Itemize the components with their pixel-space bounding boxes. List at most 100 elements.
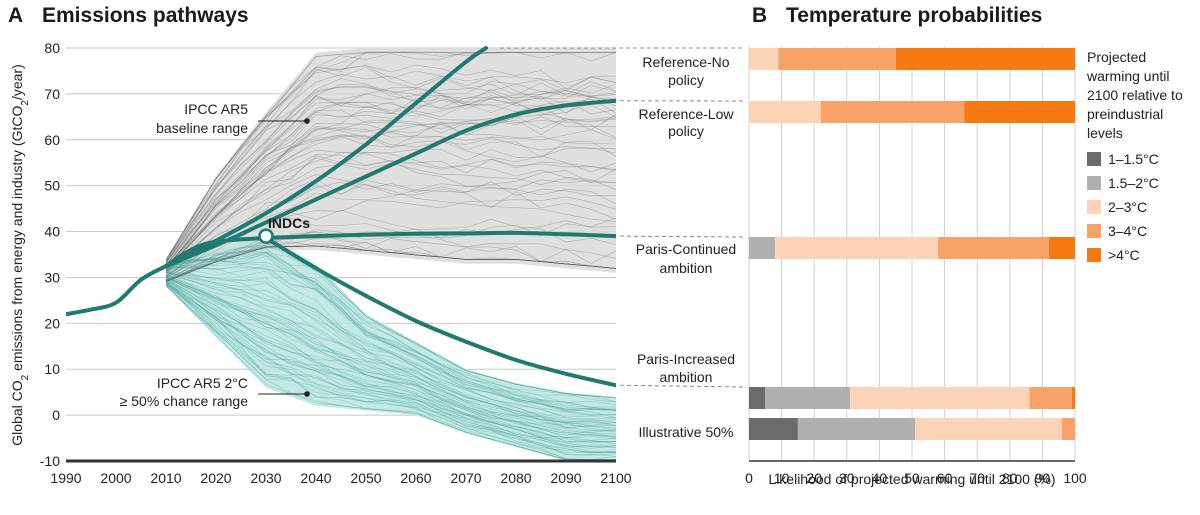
ensemble-line	[165, 65, 616, 261]
ensemble-line	[165, 277, 616, 430]
ylabel-subscript: 2	[20, 100, 31, 106]
ensemble-line	[165, 284, 616, 460]
panel-a-title: Emissions pathways	[42, 4, 249, 27]
ensemble-line	[165, 282, 616, 453]
ensemble-line	[165, 96, 616, 266]
two-degree-range-label-1: IPCC AR5 2°C	[157, 375, 248, 391]
panel-b-category-labels: Reference-NopolicyReference-LowpolicyPar…	[636, 54, 736, 440]
y-tick-label-10: 10	[44, 361, 60, 377]
ensemble-line	[165, 52, 616, 261]
ensemble-line	[165, 270, 616, 429]
y-tick-label--10: -10	[40, 453, 60, 469]
ensemble-line	[165, 278, 616, 457]
legend-label-4: 3–4°C	[1108, 223, 1147, 239]
bar-segment-5-1–1.5°C	[749, 418, 798, 440]
y-tick-label-20: 20	[44, 315, 60, 331]
y-tick-label-0: 0	[52, 407, 60, 423]
legend-title-line-4: preindustrial	[1087, 106, 1163, 122]
legend-label-2: 1.5–2°C	[1108, 175, 1159, 191]
y-tick-label-40: 40	[44, 224, 60, 240]
category-label-3-line-1: Paris-Continued	[636, 241, 736, 257]
panel-b-x-tick-60: 60	[937, 470, 953, 486]
bar-segment-2-3–4°C	[820, 101, 965, 123]
ensemble-line	[165, 67, 616, 261]
y-tick-label-30: 30	[44, 269, 60, 285]
ensemble-line	[165, 281, 616, 461]
two-degree-range-label-2: ≥ 50% chance range	[120, 393, 249, 409]
ensemble-line	[165, 100, 616, 268]
ensemble-line	[165, 83, 616, 263]
connector-3	[619, 235, 746, 238]
category-label-2-line-1: Reference-Low	[639, 106, 735, 122]
indc-label: INDCs	[268, 215, 310, 231]
panel-b-x-tick-80: 80	[1002, 470, 1018, 486]
bar-segment-3-2–3°C	[775, 237, 939, 259]
ensemble-line	[165, 51, 616, 261]
ensemble-line	[165, 178, 616, 275]
ensemble-line	[165, 231, 616, 281]
ensemble-line	[165, 104, 616, 269]
ensemble-line	[165, 260, 616, 411]
ensemble-line	[165, 155, 616, 272]
ensemble-line	[165, 245, 616, 282]
ensemble-line	[165, 240, 616, 281]
ensemble-line	[165, 283, 616, 441]
ylabel-part: /year)	[9, 64, 25, 100]
panel-b-title: Temperature probabilities	[786, 4, 1042, 27]
bar-segment-2-2–3°C	[749, 101, 821, 123]
ensemble-line	[165, 280, 616, 454]
baseline-range-label-2: baseline range	[156, 120, 248, 136]
ensemble-line	[165, 275, 616, 428]
y-tick-label-50: 50	[44, 178, 60, 194]
ensemble-line	[165, 140, 616, 273]
bar-segment-5-3–4°C	[1061, 418, 1075, 440]
bar-segment-1->4°C	[895, 48, 1075, 70]
ensemble-line	[165, 96, 616, 264]
category-label-4-line-2: ambition	[660, 369, 713, 385]
ensemble-line	[165, 281, 616, 442]
bar-segment-5-2–3°C	[915, 418, 1062, 440]
ensemble-line	[165, 131, 616, 269]
ensemble-line	[165, 89, 616, 268]
legend-label-1: 1–1.5°C	[1108, 151, 1159, 167]
ensemble-line	[165, 51, 616, 261]
ensemble-line	[165, 276, 616, 423]
ensemble-line	[165, 284, 616, 454]
ensemble-line	[165, 246, 616, 399]
ensemble-line	[165, 149, 616, 270]
category-label-1-line-2: policy	[668, 72, 704, 88]
panel-b-legend: Projected warming until 2100 relative to pr…	[1086, 49, 1183, 263]
ensemble-line	[165, 275, 616, 422]
ensemble-line	[165, 241, 616, 282]
ensemble-line	[165, 267, 616, 426]
category-label-3-line-2: ambition	[660, 260, 713, 276]
baseline-range-leader-dot	[304, 118, 310, 124]
indc-marker	[258, 228, 274, 244]
ensemble-line	[165, 135, 616, 270]
ensemble-line	[165, 220, 616, 282]
legend-title-line-3: 2100 relative to	[1087, 87, 1183, 103]
panel-a-annotations: IPCC AR5 baseline range IPCC AR5 2°C ≥ 5…	[120, 101, 311, 409]
ensemble-line	[165, 282, 616, 460]
legend-swatch-3	[1087, 200, 1101, 214]
ensemble-line	[165, 135, 616, 271]
legend-title-line-5: levels	[1087, 125, 1123, 141]
panel-a-y-axis-label: Global CO2 emissions from energy and ind…	[9, 64, 31, 446]
bar-segment-4-1.5–2°C	[765, 387, 851, 409]
ensemble-line	[165, 245, 616, 282]
x-tick-label-2000: 2000	[100, 470, 131, 486]
ensemble-line	[165, 280, 616, 434]
ensemble-line	[165, 277, 616, 437]
ensemble-line	[165, 284, 616, 448]
panel-b-axes: 0 10 20 30 40 50 60 70 80 90 100	[745, 460, 1087, 486]
panel-b-connectors	[500, 47, 746, 388]
ensemble-line	[165, 98, 616, 269]
pathway-paris-continued-ambition	[164, 230, 616, 268]
ensemble-line	[165, 209, 616, 277]
ensemble-line	[165, 279, 616, 436]
category-label-4-line-1: Paris-Increased	[637, 351, 735, 367]
ensemble-line	[165, 276, 616, 438]
ensemble-line	[165, 237, 616, 282]
x-tick-label-2100: 2100	[600, 470, 631, 486]
ensemble-line	[165, 73, 616, 264]
